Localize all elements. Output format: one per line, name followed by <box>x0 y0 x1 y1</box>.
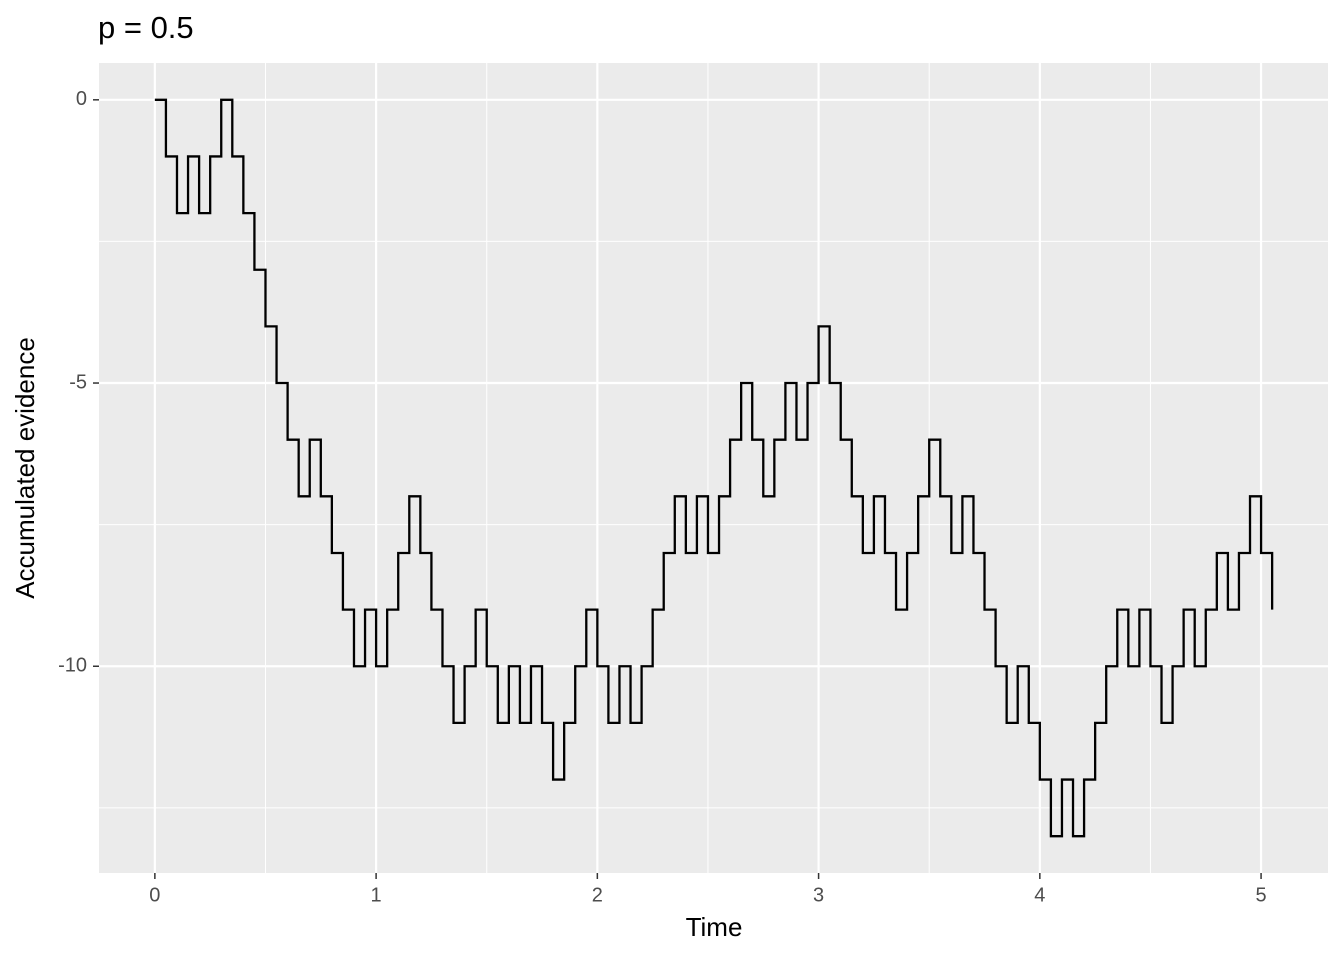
y-tick-label: 0 <box>76 88 87 110</box>
y-tick-label: -5 <box>69 371 87 393</box>
x-tick-label: 4 <box>1034 884 1045 906</box>
x-tick-label: 2 <box>592 884 603 906</box>
panel <box>99 63 1328 873</box>
chart-title: p = 0.5 <box>98 10 194 45</box>
x-tick-label: 5 <box>1256 884 1267 906</box>
y-axis-title: Accumulated evidence <box>10 337 40 599</box>
y-tick-label: -10 <box>58 655 87 677</box>
step-line <box>154 98 1274 838</box>
x-tick-label: 0 <box>149 884 160 906</box>
x-tick-label: 1 <box>371 884 382 906</box>
x-axis-title: Time <box>686 912 743 942</box>
x-tick-label: 3 <box>813 884 824 906</box>
